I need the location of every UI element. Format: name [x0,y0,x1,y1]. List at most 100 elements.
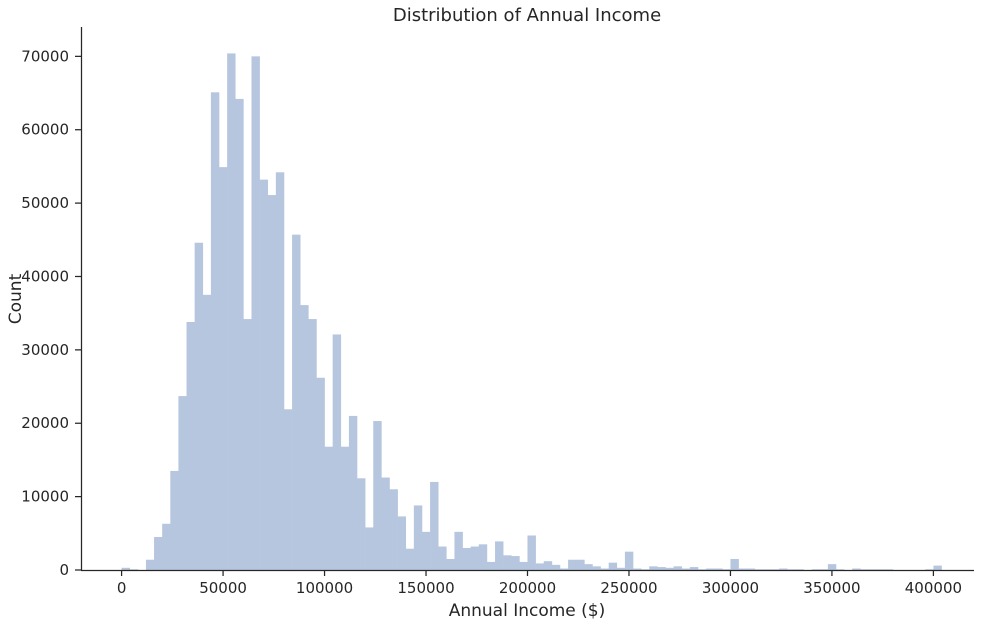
histogram-bar [308,319,317,570]
x-tick-label: 50000 [199,579,247,597]
histogram-bar [511,556,520,570]
y-axis-label: Count [6,273,26,324]
histogram-bar [145,559,155,570]
histogram-bar [754,569,764,570]
histogram-bar [332,334,342,570]
y-tick-label: 60000 [21,121,69,139]
histogram-bar [438,546,447,570]
histogram-bar [779,568,788,570]
histogram-bar [819,569,829,570]
histogram-bar [259,179,269,570]
histogram-bar [202,294,212,570]
histogram-bar [568,559,577,570]
histogram-bar [592,566,601,570]
histogram-bar [543,561,553,570]
histogram-bar [697,569,707,570]
histogram-bar [275,172,285,571]
y-tick-label: 40000 [21,267,69,285]
histogram-bar [649,566,658,570]
x-tick-label: 200000 [499,579,556,597]
histogram-bar [267,195,277,571]
histogram-bar [860,569,869,570]
histogram-bar [162,523,171,570]
histogram-bar [633,568,642,570]
histogram-bar [771,569,780,570]
histogram-bar [186,321,195,570]
histogram-bar [178,396,187,570]
histogram-bar [714,568,723,570]
x-tick-label: 300000 [702,579,759,597]
x-axis-label: Annual Income ($) [449,601,606,621]
histogram-bar [673,566,683,570]
histogram-bar [381,477,390,570]
histogram-bar [357,478,366,570]
histogram-bar [657,567,666,570]
y-tick-label: 30000 [21,341,69,359]
histogram-bar [243,319,252,570]
histogram-bar [210,92,220,570]
histogram-bar [373,421,382,570]
histogram-bar [503,555,512,570]
histogram-bar [235,98,244,570]
histogram-bar [600,568,609,570]
histogram-bar [762,569,772,570]
histogram-bar [495,541,504,570]
histogram-bar [835,569,845,570]
histogram-bar [576,559,585,570]
histogram-bar [933,565,942,570]
histogram-bar [746,568,756,570]
histogram-bar [316,377,325,570]
x-ticks: 0 50000 100000 150000 200000 250000 300000 3500… [117,570,962,597]
histogram-bars [121,53,942,571]
histogram-bar [876,569,885,570]
x-tick-label: 350000 [803,579,860,597]
histogram-bar [527,535,536,570]
histogram-bar [608,562,618,570]
histogram-bar [219,167,228,570]
histogram-bar [170,470,179,570]
histogram-bar [519,561,528,570]
x-tick-label: 250000 [600,579,657,597]
y-tick-label: 20000 [21,414,69,432]
histogram-bar [324,446,333,570]
histogram-bar [462,547,471,570]
histogram-bar [283,409,293,570]
histogram-bar [730,558,739,570]
histogram-bar [722,569,731,570]
histogram-bar [227,53,236,571]
histogram-bar [827,564,837,570]
y-ticks: 0 10000 20000 30000 40000 50000 60000 70000 [21,47,81,579]
histogram-bar [129,569,139,570]
histogram-bar [154,536,163,570]
histogram-bar [446,558,455,570]
histogram-bar [665,567,674,570]
histogram-bar [405,548,415,570]
x-tick-label: 150000 [397,579,454,597]
histogram-bar [470,546,480,570]
histogram-bar [925,569,934,570]
histogram-bar [121,567,131,570]
histogram-bar [300,305,309,570]
histogram-bar [413,505,423,570]
histogram-bar [486,561,496,570]
histogram-bar [348,415,358,570]
histogram-bar [641,569,650,570]
histogram-bar [365,527,374,570]
histogram-bar [689,567,699,570]
histogram-bar [795,569,804,570]
y-tick-label: 50000 [21,194,69,212]
y-tick-label: 70000 [21,47,69,65]
histogram-bar [559,568,569,570]
histogram-bar [868,569,877,570]
histogram-bar [251,56,260,571]
histogram-bar [478,544,488,570]
histogram-bar [535,563,545,570]
histogram-bar [681,568,691,570]
histogram-bar [787,569,796,570]
y-tick-label: 10000 [21,488,69,506]
chart-title: Distribution of Annual Income [393,5,661,26]
histogram-bar [421,531,431,570]
histogram-bar [397,516,407,570]
histogram-bar [738,568,747,570]
